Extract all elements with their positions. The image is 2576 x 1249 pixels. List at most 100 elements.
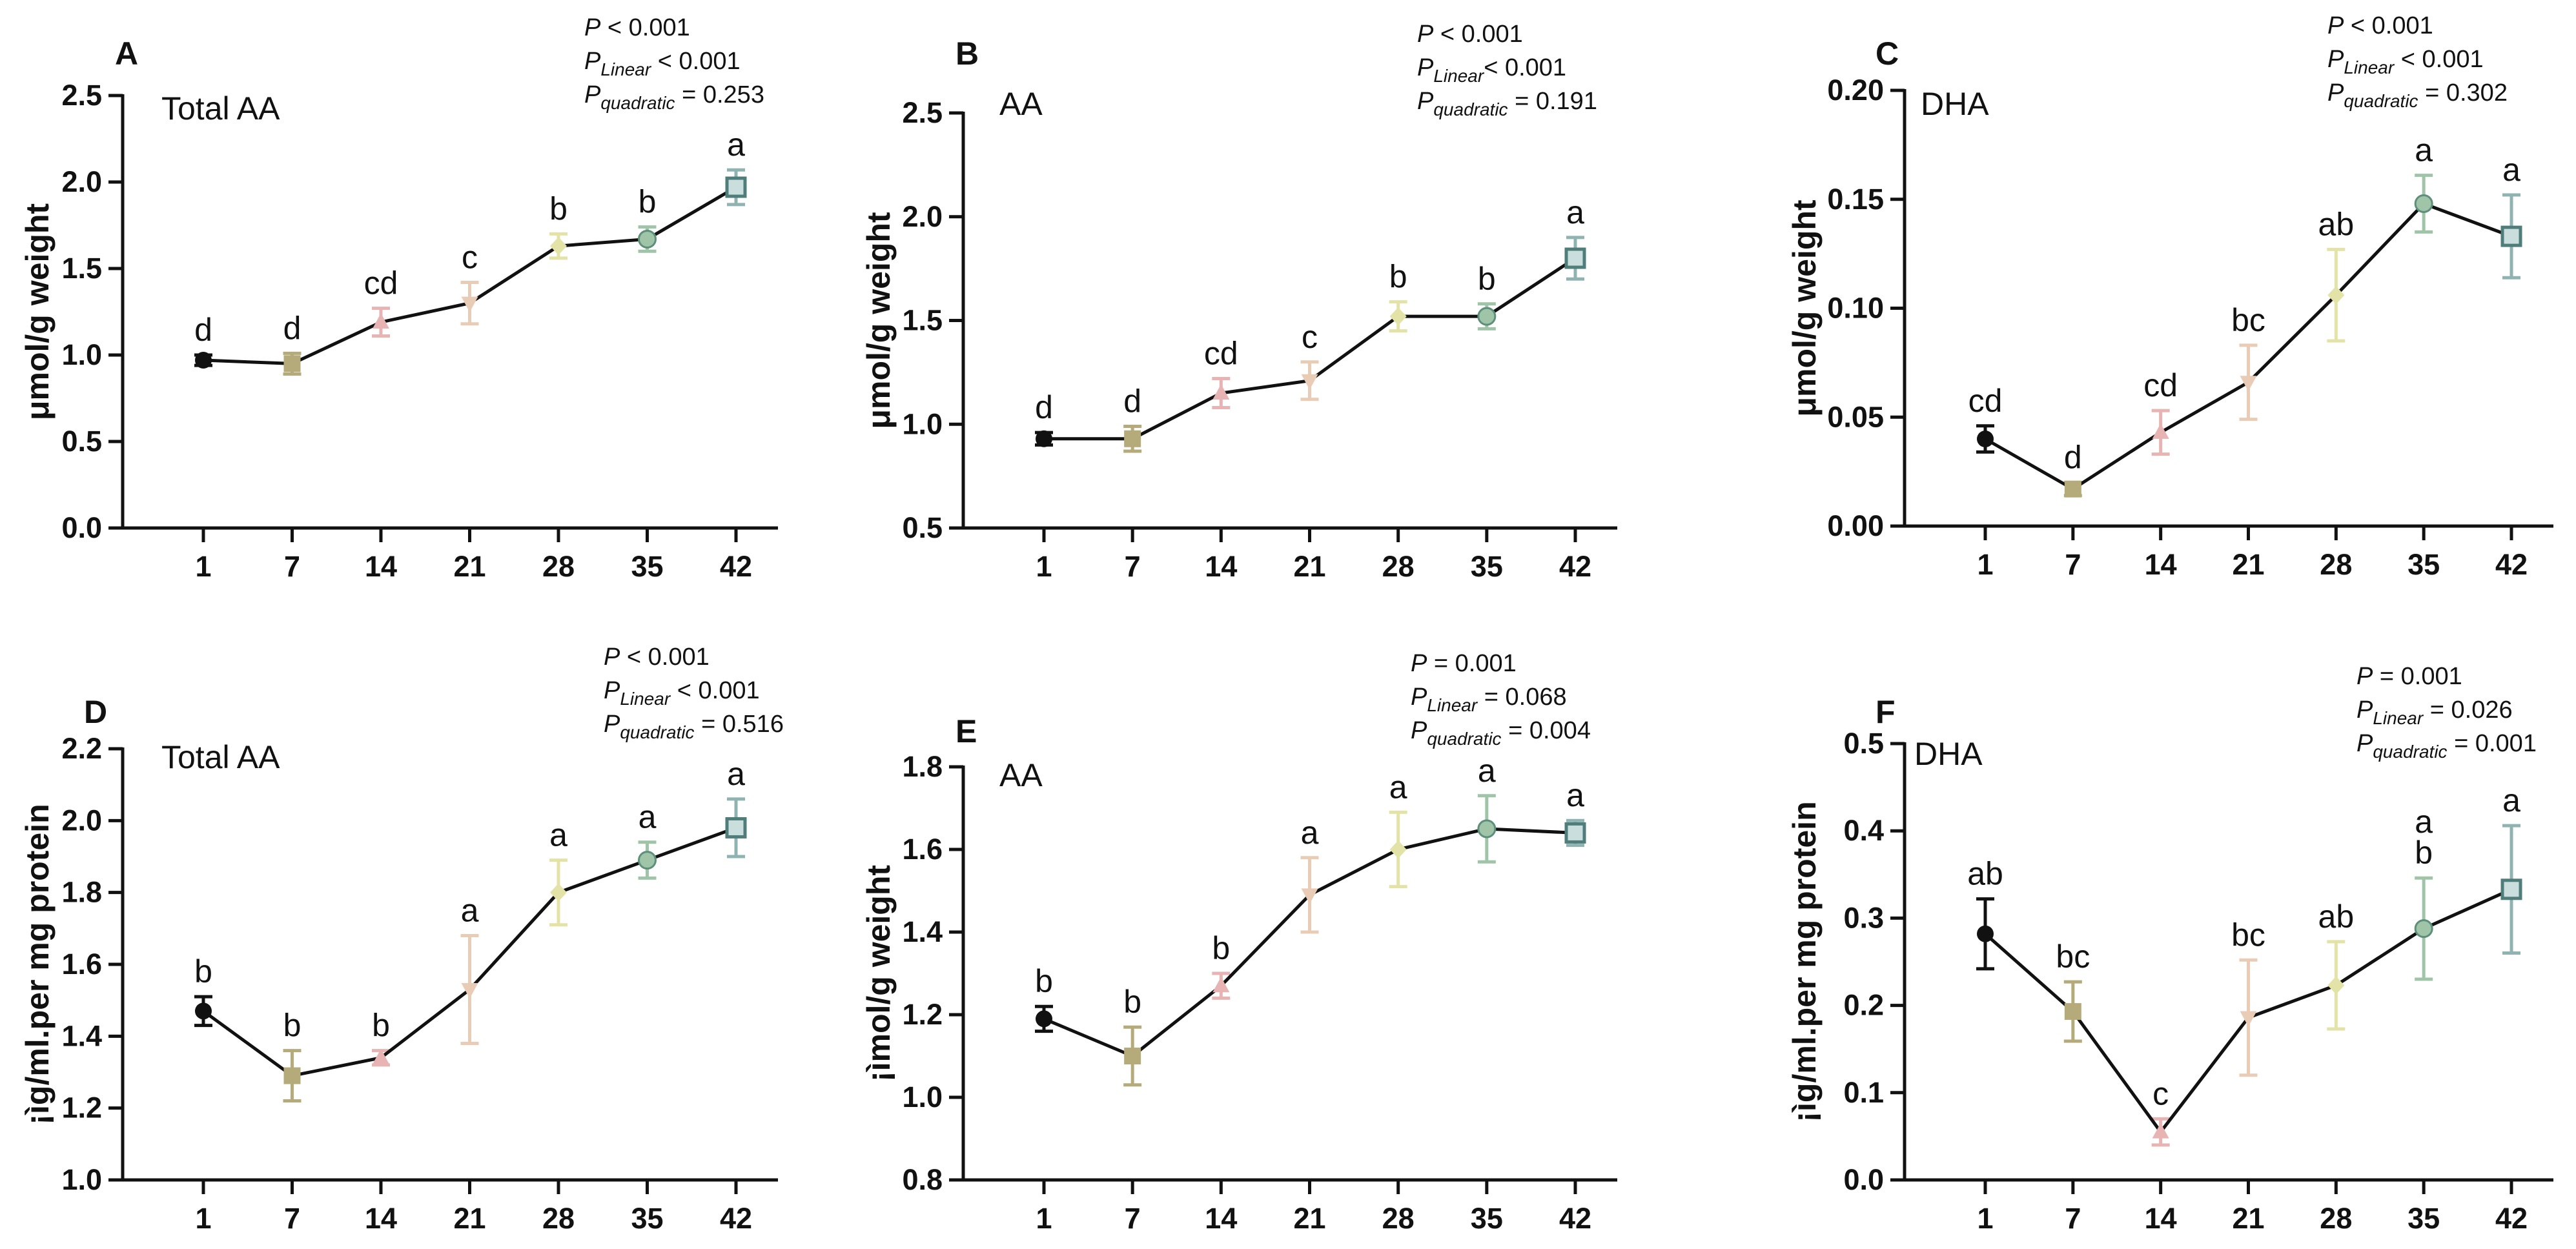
stat-line: PLinear < 0.001 <box>584 48 741 79</box>
significance-letter: ab <box>2318 899 2355 935</box>
significance-letter: a <box>727 756 745 792</box>
y-tick-label: 1.4 <box>902 915 943 948</box>
stat-subscript: Linear <box>1427 695 1478 715</box>
x-tick-label: 7 <box>1125 1202 1141 1235</box>
significance-letter-line: bc <box>2231 302 2265 338</box>
y-tick-label: 1.8 <box>902 750 943 783</box>
data-point-square <box>2064 480 2081 498</box>
y-tick-label: 0.5 <box>61 425 102 458</box>
significance-letter-line: b <box>283 1008 302 1044</box>
significance-letter: b <box>639 184 657 220</box>
data-point-triangle <box>1212 384 1230 400</box>
stat-symbol: P <box>1411 650 1427 677</box>
stat-line: Pquadratic = 0.516 <box>604 711 784 742</box>
y-axis-title: ¡ìmol/g weight <box>861 865 897 1082</box>
data-point-triangle-down <box>461 982 478 999</box>
x-tick-label: 35 <box>1471 550 1503 583</box>
data-point-diamond <box>2327 976 2345 995</box>
significance-letter: bc <box>2231 302 2265 338</box>
data-point-diamond <box>2327 286 2345 305</box>
stat-value: < 0.001 <box>670 677 759 704</box>
significance-letter-line: b <box>1478 261 1496 297</box>
significance-letter: a <box>1566 777 1584 813</box>
significance-letter-line: d <box>1035 389 1053 425</box>
significance-letter-line: ab <box>2318 899 2355 935</box>
data-point-triangle <box>373 1048 389 1064</box>
significance-letter: b <box>1478 261 1496 297</box>
data-point-diamond <box>550 237 567 256</box>
stat-line: PLinear < 0.001 <box>604 677 760 709</box>
data-point-circle <box>195 352 212 369</box>
stat-value: = 0.004 <box>1502 717 1591 744</box>
data-point-square-open <box>1564 822 1586 844</box>
significance-letter-line: c <box>2152 1075 2169 1112</box>
data-point-triangle-down <box>1301 374 1318 390</box>
data-point-triangle-down <box>1301 888 1318 904</box>
y-axis-title: μmol/g weight <box>861 212 897 429</box>
chart-panel-c: 0.00 0.05 0.10 0.15 0.20 1 7 14 21 28 35 42 μmol/g w… <box>1786 12 2553 581</box>
x-tick-label: 35 <box>2407 548 2440 581</box>
significance-letter-line: a <box>727 127 745 163</box>
y-tick-label: 1.0 <box>902 407 943 440</box>
data-point-circle <box>1036 1010 1052 1028</box>
stat-value: < 0.001 <box>651 48 740 75</box>
x-tick-label: 35 <box>1471 1202 1503 1235</box>
stat-symbol: P <box>2327 46 2344 73</box>
x-tick-label: 21 <box>1293 550 1325 583</box>
y-tick-label: 0.3 <box>1843 901 1884 934</box>
stat-value: = 0.026 <box>2423 696 2512 724</box>
y-tick-label: 0.15 <box>1827 183 1884 216</box>
stat-line: PLinear = 0.068 <box>1411 684 1567 715</box>
data-point-circle-open <box>638 851 657 870</box>
data-point-circle <box>1036 430 1052 447</box>
data-point-circle-open <box>2414 919 2433 939</box>
chart-panel-b: 0.5 1.0 1.5 2.0 2.5 1 7 14 21 28 35 42 μmol/g weight… <box>861 21 1617 583</box>
stat-line: Pquadratic = 0.001 <box>2356 730 2537 762</box>
significance-letter: cd <box>1204 336 1238 372</box>
stat-line: P < 0.001 <box>604 644 710 671</box>
x-tick-label: 7 <box>1125 550 1141 583</box>
x-tick-label: 21 <box>453 550 486 583</box>
significance-letter-line: bc <box>2056 939 2090 975</box>
x-tick-label: 28 <box>1382 550 1415 583</box>
x-tick-label: 14 <box>1205 1202 1237 1235</box>
chart-panel-e: 0.8 1.0 1.2 1.4 1.6 1.8 1 7 14 21 28 35 42 ¡ìmol/g we… <box>861 650 1617 1235</box>
x-tick-label: 28 <box>542 550 575 583</box>
significance-letter-line: b <box>1212 930 1230 966</box>
stat-symbol: P <box>584 14 601 41</box>
y-tick-label: 0.0 <box>1843 1163 1884 1196</box>
x-tick-label: 28 <box>1382 1202 1415 1235</box>
stat-line: P = 0.001 <box>1411 650 1517 677</box>
significance-letter: b <box>372 1008 390 1044</box>
y-tick-label: 0.20 <box>1827 74 1884 107</box>
x-tick-label: 42 <box>2495 548 2528 581</box>
y-tick-label: 1.6 <box>902 833 943 866</box>
data-point-square <box>283 1067 301 1084</box>
stat-subscript: quadratic <box>1427 729 1501 749</box>
significance-letter: a <box>2502 152 2520 188</box>
stat-symbol: P <box>1411 684 1427 711</box>
stat-subscript: Linear <box>2344 57 2395 77</box>
significance-letter-line: b <box>194 953 212 990</box>
stat-symbol: P <box>604 677 620 704</box>
stat-subscript: Linear <box>1433 66 1485 86</box>
data-point-triangle-down <box>2240 1011 2257 1027</box>
significance-letter: b <box>1035 963 1053 999</box>
significance-letter-line: b <box>1389 259 1407 295</box>
x-tick-label: 1 <box>195 550 211 583</box>
x-tick-label: 35 <box>2407 1202 2440 1235</box>
significance-letter: c <box>462 239 478 275</box>
significance-letter: b <box>1123 984 1141 1020</box>
y-tick-label: 2.0 <box>61 165 102 198</box>
stat-line: P = 0.001 <box>2356 663 2462 690</box>
significance-letter: a <box>639 799 657 835</box>
stat-symbol: P <box>1411 717 1427 744</box>
y-tick-label: 2.2 <box>61 732 102 765</box>
significance-letter-line: d <box>1123 383 1141 419</box>
stat-symbol: P <box>604 644 620 671</box>
x-tick-label: 14 <box>2145 1202 2177 1235</box>
significance-letter-line: cd <box>1204 336 1238 372</box>
panel-letter: B <box>956 36 979 72</box>
significance-letter-line: a <box>1301 815 1319 851</box>
